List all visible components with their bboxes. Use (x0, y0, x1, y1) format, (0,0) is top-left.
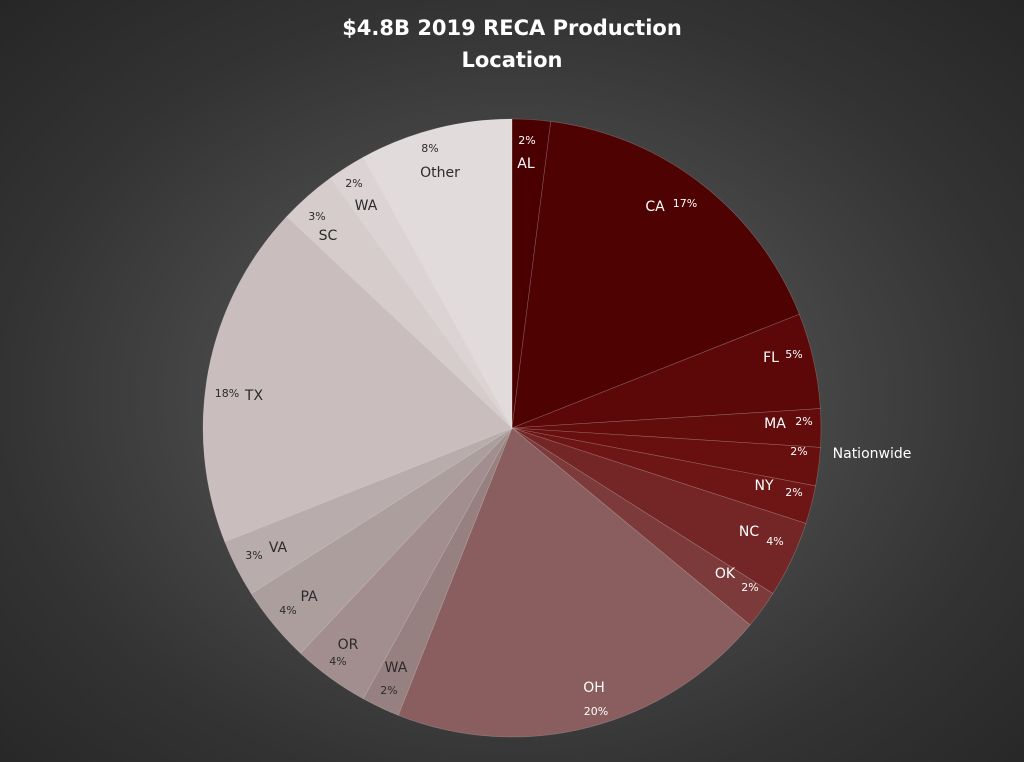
pie-slice-wa-15 (329, 156, 513, 429)
pie-slice-pa-11 (250, 427, 513, 654)
slice-pct-label-14: 3% (308, 210, 325, 223)
slice-pct-label-9: 2% (380, 684, 397, 697)
slice-label-7: OK (715, 566, 736, 582)
pie-slice-or-10 (300, 427, 513, 700)
pie-slice-tx-13 (202, 216, 513, 543)
pie-slice-ma-3 (511, 408, 822, 448)
chart-title: $4.8B 2019 RECA Production Location (0, 12, 1024, 76)
slice-label-1: CA (645, 199, 665, 215)
slice-pct-label-4: 2% (790, 445, 807, 458)
chart-title-line-1: $4.8B 2019 RECA Production (342, 16, 682, 40)
pie-slice-fl-2 (511, 313, 821, 429)
slice-pct-label-5: 2% (785, 486, 802, 499)
pie-slice-oh-8 (397, 427, 751, 738)
slice-pct-label-11: 4% (279, 604, 296, 617)
slice-pct-label-3: 2% (795, 415, 812, 428)
slice-pct-label-0: 2% (518, 134, 535, 147)
slice-label-12: VA (269, 540, 288, 556)
slice-pct-label-6: 4% (766, 535, 783, 548)
slice-label-6: NC (739, 524, 759, 540)
slice-label-4: Nationwide (833, 446, 912, 462)
slice-label-9: WA (385, 660, 408, 676)
slice-label-2: FL (763, 350, 779, 366)
pie-slice-va-12 (224, 427, 513, 594)
pie-slice-ok-7 (511, 427, 774, 626)
pie-slice-ca-1 (511, 121, 800, 429)
slice-label-3: MA (764, 416, 786, 432)
pie-slice-al-0 (511, 118, 552, 429)
slice-pct-label-15: 2% (345, 177, 362, 190)
pie-slice-wa-9 (362, 427, 513, 716)
slice-pct-label-8: 20% (584, 705, 608, 718)
slice-pct-label-2: 5% (785, 348, 802, 361)
chart-title-line-2: Location (461, 48, 563, 72)
slice-pct-label-16: 8% (421, 142, 438, 155)
slice-pct-label-13: 18% (215, 387, 239, 400)
slice-pct-label-12: 3% (245, 549, 262, 562)
slice-pct-label-10: 4% (329, 655, 346, 668)
pie-slice-sc-14 (286, 177, 513, 429)
slice-label-13: TX (244, 388, 264, 404)
slice-label-11: PA (300, 589, 318, 605)
slice-label-14: SC (319, 228, 338, 244)
slice-label-15: WA (355, 198, 378, 214)
slice-pct-label-7: 2% (741, 581, 758, 594)
pie-labels: AL 2% CA 17% FL 5% MA 2% Nationwide 2% NY 2% NC 4% OK 2… (215, 134, 912, 718)
pie-slice-other-16 (362, 118, 513, 429)
slice-label-10: OR (338, 637, 359, 653)
pie-slice-nationwide-4 (511, 427, 821, 487)
pie-slice-ny-5 (511, 427, 816, 524)
slice-pct-label-1: 17% (673, 197, 697, 210)
slice-label-16: Other (420, 165, 460, 181)
slice-label-5: NY (754, 478, 773, 494)
slice-label-0: AL (517, 156, 535, 172)
pie-slices (202, 118, 822, 738)
pie-slice-nc-6 (511, 427, 807, 594)
slice-label-8: OH (583, 680, 605, 696)
